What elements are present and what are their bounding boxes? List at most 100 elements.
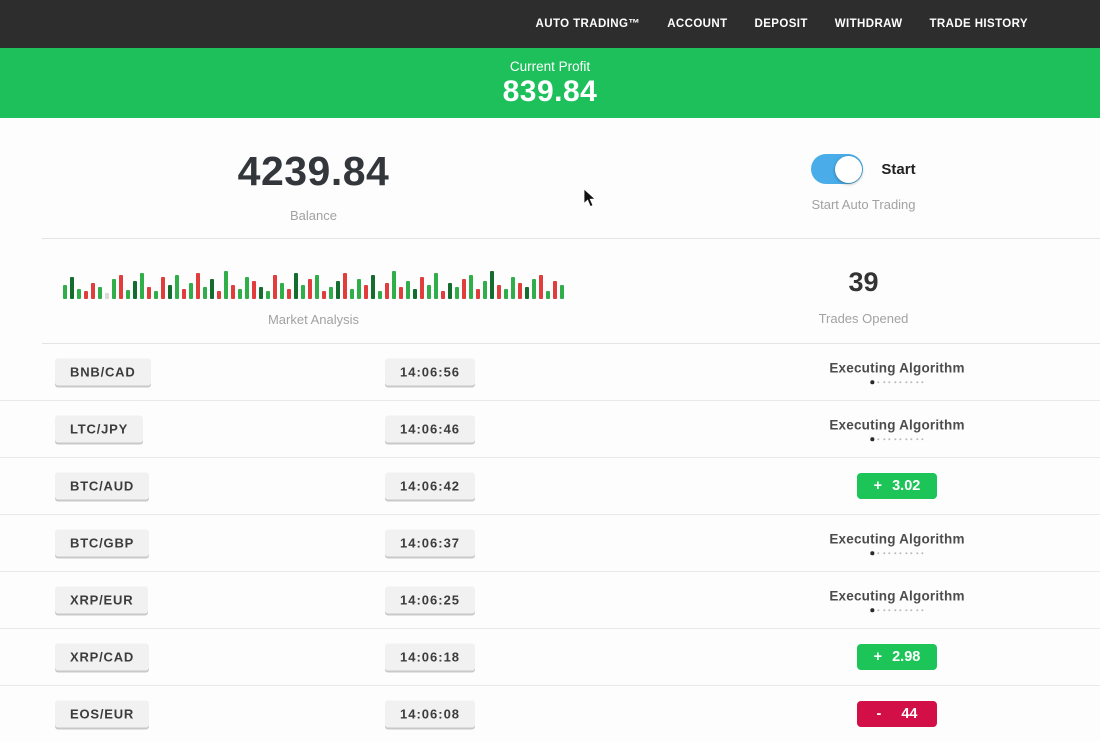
market-bar [126,290,130,299]
progress-dot [870,608,874,612]
trade-row: XRP/EUR 14:06:25 Executing Algorithm [0,572,1100,629]
progress-dot [899,438,902,440]
market-bar [140,273,144,299]
progress-dot [888,381,891,383]
pair-chip: BNB/CAD [55,358,151,386]
progress-dot [905,552,907,554]
trades-list: BNB/CAD 14:06:56 Executing Algorithm LTC… [0,344,1100,742]
progress-dot [883,438,885,440]
progress-dot [894,609,896,611]
auto-trading-block: Start Start Auto Trading [627,148,1100,238]
pair-chip: BTC/AUD [55,472,150,500]
progress-dots [829,608,964,612]
nav-item-deposit[interactable]: DEPOSIT [754,18,808,30]
market-bar [532,279,536,299]
section-divider [42,343,1100,344]
nav-item-trade-history[interactable]: TRADE HISTORY [929,18,1028,30]
market-bar [518,283,522,299]
market-bar [392,271,396,299]
market-bar [350,289,354,299]
trade-result: Executing Algorithm [829,360,964,384]
market-bar [476,289,480,299]
trade-row: EOS/EUR 14:06:08 - 44 [0,686,1100,742]
market-bar [469,275,473,299]
market-bar [63,285,67,299]
trade-result: - 44 [857,701,937,727]
market-bar [560,285,564,299]
trades-opened-value: 39 [848,267,879,297]
time-chip: 14:06:42 [385,472,476,500]
market-bar [70,277,74,299]
market-bar [308,279,312,299]
market-bar [357,279,361,299]
time-chip: 14:06:46 [385,415,476,443]
market-bar [203,287,207,299]
market-analysis-block: Market Analysis [0,265,627,343]
auto-trading-toggle[interactable] [811,154,864,184]
progress-dot [883,552,885,554]
toggle-knob [834,155,862,183]
progress-dot [916,381,918,383]
current-profit-label: Current Profit [509,59,591,74]
nav-item-withdraw[interactable]: WITHDRAW [834,18,903,30]
market-bar [217,291,221,299]
market-bar [301,285,305,299]
trade-result: +2.98 [857,644,937,670]
trade-result: Executing Algorithm [829,588,964,612]
pair-chip: EOS/EUR [55,700,150,728]
progress-dot [921,438,924,440]
market-bar [245,277,249,299]
market-bar [420,277,424,299]
loss-badge: - 44 [857,701,937,727]
progress-dot [921,609,924,611]
market-bar [287,289,291,299]
market-bar [343,273,347,299]
market-bar [546,291,550,299]
progress-dot [888,438,891,440]
market-bar [224,271,228,299]
progress-dots [829,380,964,384]
trade-row: XRP/CAD 14:06:18 +2.98 [0,629,1100,686]
pair-chip: LTC/JPY [55,415,144,443]
market-bar [147,287,151,299]
progress-dots [829,551,964,555]
progress-dot [877,609,880,611]
market-bar [196,273,200,299]
progress-dot [905,381,907,383]
market-bar [364,285,368,299]
stats-row-top: 4239.84 Balance Start Start Auto Trading [0,118,1100,238]
trade-row: BTC/GBP 14:06:37 Executing Algorithm [0,515,1100,572]
progress-dot [899,381,902,383]
section-divider [42,238,1100,239]
market-bar [448,283,452,299]
trades-opened-block: 39 Trades Opened [627,265,1100,343]
market-bar [231,285,235,299]
pair-chip: XRP/EUR [55,586,149,614]
trade-result: +3.02 [857,473,937,499]
progress-dot [916,552,918,554]
progress-dot [905,438,907,440]
time-chip: 14:06:18 [385,643,476,671]
market-bar [511,277,515,299]
profit-badge: +2.98 [857,644,937,670]
trade-result: Executing Algorithm [829,531,964,555]
executing-algorithm-label: Executing Algorithm [829,417,965,433]
market-bar [105,293,109,299]
stats-row-bottom: Market Analysis 39 Trades Opened [0,239,1100,343]
nav-item-account[interactable]: ACCOUNT [667,18,728,30]
market-bar [84,291,88,299]
badge-sign: + [873,649,883,665]
progress-dots [829,437,964,441]
toggle-start-label: Start [881,160,916,178]
progress-dot [910,438,913,440]
market-bar [427,285,431,299]
trade-row: BNB/CAD 14:06:56 Executing Algorithm [0,344,1100,401]
progress-dot [883,609,885,611]
current-profit-banner: Current Profit 839.84 [0,48,1100,118]
nav-item-auto-trading[interactable]: AUTO TRADING™ [535,18,641,30]
market-bar [133,281,137,299]
market-analysis-label: Market Analysis [267,312,360,327]
time-chip: 14:06:08 [385,700,476,728]
market-bar [280,283,284,299]
market-bar [119,275,123,299]
